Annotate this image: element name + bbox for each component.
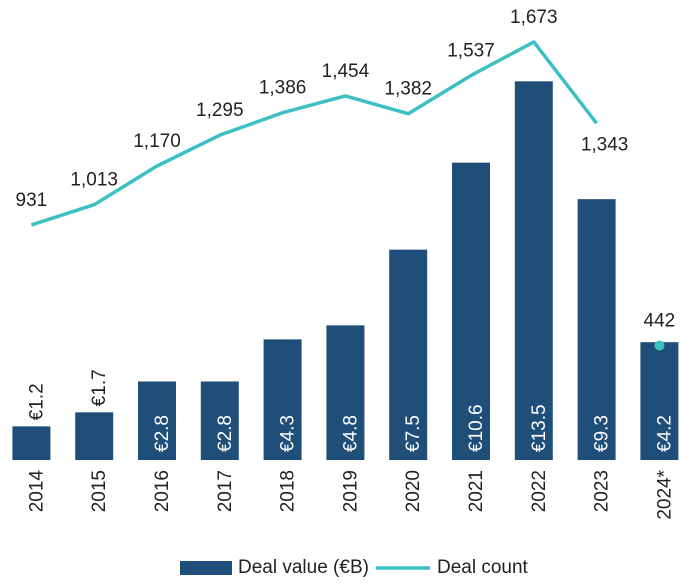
line-value-label: 1,537 xyxy=(447,40,495,61)
bar-value-label: €4.8 xyxy=(340,415,361,452)
x-tick-label: 2021 xyxy=(466,470,487,512)
bar-value-label: €4.3 xyxy=(278,415,299,452)
bar xyxy=(389,249,428,460)
line-value-label: 1,454 xyxy=(322,61,370,82)
x-tick-label: 2018 xyxy=(278,470,299,512)
x-tick-label: 2022 xyxy=(529,470,550,512)
x-tick-label: 2020 xyxy=(403,470,424,512)
line-value-label: 442 xyxy=(644,311,676,332)
bar xyxy=(640,342,679,460)
bar xyxy=(138,381,176,460)
bar-value-label: €7.5 xyxy=(403,415,424,452)
bar xyxy=(200,381,239,460)
line-value-label: 1,673 xyxy=(510,7,558,28)
bar-value-label: €13.5 xyxy=(529,404,550,452)
x-tick-label: 2014 xyxy=(26,470,47,513)
x-tick-label: 2023 xyxy=(592,470,613,512)
legend-label: Deal count xyxy=(437,557,529,578)
bar xyxy=(326,325,365,460)
x-tick-label: 2016 xyxy=(152,470,173,512)
line-value-label: 1,386 xyxy=(259,78,307,99)
legend-swatch xyxy=(180,561,232,575)
line-value-label: 1,382 xyxy=(384,79,432,100)
line-value-label: 1,295 xyxy=(196,100,244,121)
bar-value-label: €10.6 xyxy=(466,404,487,452)
bar-value-label: €9.3 xyxy=(592,415,613,452)
bar-value-label: €2.8 xyxy=(152,415,173,452)
bar xyxy=(514,81,553,460)
line-value-label: 931 xyxy=(16,190,48,211)
bar xyxy=(263,339,302,460)
bar-value-label: €2.8 xyxy=(215,415,236,452)
point xyxy=(654,340,665,351)
bar-value-label: €1.7 xyxy=(89,369,110,406)
line xyxy=(30,40,598,227)
line-value-label: 1,013 xyxy=(70,170,118,191)
x-tick-label: 2024* xyxy=(654,469,675,519)
bar-value-label: €1.2 xyxy=(26,383,47,420)
x-tick-label: 2017 xyxy=(215,470,236,512)
x-tick-label: 2015 xyxy=(89,470,110,512)
line-value-label: 1,343 xyxy=(581,134,629,155)
bar xyxy=(75,412,114,460)
line-value-label: 1,170 xyxy=(133,131,181,152)
x-tick-label: 2019 xyxy=(340,470,361,512)
bar xyxy=(577,199,616,460)
bar xyxy=(12,426,51,460)
legend-label: Deal value (€B) xyxy=(238,557,369,578)
bar xyxy=(452,162,490,460)
bar-value-label: €4.2 xyxy=(654,415,675,452)
